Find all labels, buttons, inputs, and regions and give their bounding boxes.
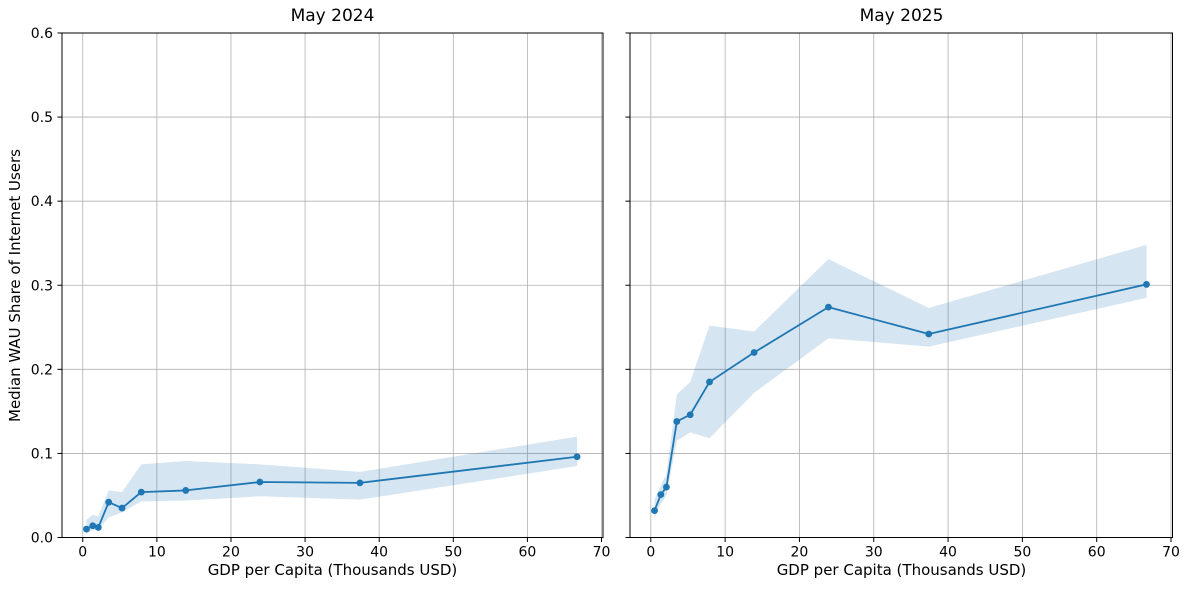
data-point [1143,281,1150,288]
y-axis-label: Median WAU Share of Internet Users [6,149,24,422]
x-tick-label: 40 [370,545,388,561]
x-tick-label: 30 [865,545,883,561]
y-tick-label: 0.2 [31,362,53,378]
data-point [663,483,670,491]
confidence-band [654,244,1147,519]
data-point [182,487,190,494]
data-point [94,524,102,531]
panel-may-2024: 0 10 20 30 40 50 60 70 0.0 0.1 0.2 0.3 0.4 0.5 0.6 [31,26,611,561]
data-point [750,349,758,356]
x-tick-label: 60 [1088,545,1106,561]
x-tick-label: 40 [939,545,957,561]
y-tick-label: 0.6 [31,26,53,42]
x-tick-label: 0 [78,545,87,561]
x-tick-label: 70 [1162,545,1180,561]
x-tick-label: 60 [518,545,536,561]
right-x-axis-label: GDP per Capita (Thousands USD) [777,561,1027,579]
data-point [673,418,681,425]
data-point [573,453,581,461]
data-point [118,504,126,512]
x-tick-label: 70 [593,545,611,561]
x-tick-label: 0 [646,545,655,561]
y-tick-label: 0.5 [31,110,53,126]
data-point [651,507,658,514]
data-point [105,498,113,506]
data-point [83,525,90,533]
data-point [686,411,694,419]
y-tick-label: 0.3 [31,278,53,294]
data-point [706,378,713,386]
data-point [825,303,832,311]
data-point [356,479,364,487]
panel-may-2025: 0 10 20 30 40 50 60 70 [625,32,1180,561]
x-tick-label: 20 [222,545,240,561]
y-tick-label: 0.1 [31,446,53,462]
data-point [89,522,97,530]
y-tick-label: 0.0 [31,531,53,547]
data-point [657,491,665,499]
data-line [653,283,1148,512]
x-tick-label: 10 [148,545,166,561]
data-point [256,478,264,486]
x-tick-label: 10 [716,545,734,561]
x-tick-label: 50 [1013,545,1031,561]
left-x-axis-label: GDP per Capita (Thousands USD) [208,561,458,579]
data-point [137,488,145,496]
data-point [925,330,933,338]
right-chart-title: May 2025 [860,6,944,26]
confidence-band [86,436,578,534]
left-chart-title: May 2024 [291,6,375,26]
x-tick-label: 50 [444,545,462,561]
x-tick-label: 20 [791,545,809,561]
y-tick-label: 0.4 [31,194,53,210]
x-tick-label: 30 [296,545,314,561]
